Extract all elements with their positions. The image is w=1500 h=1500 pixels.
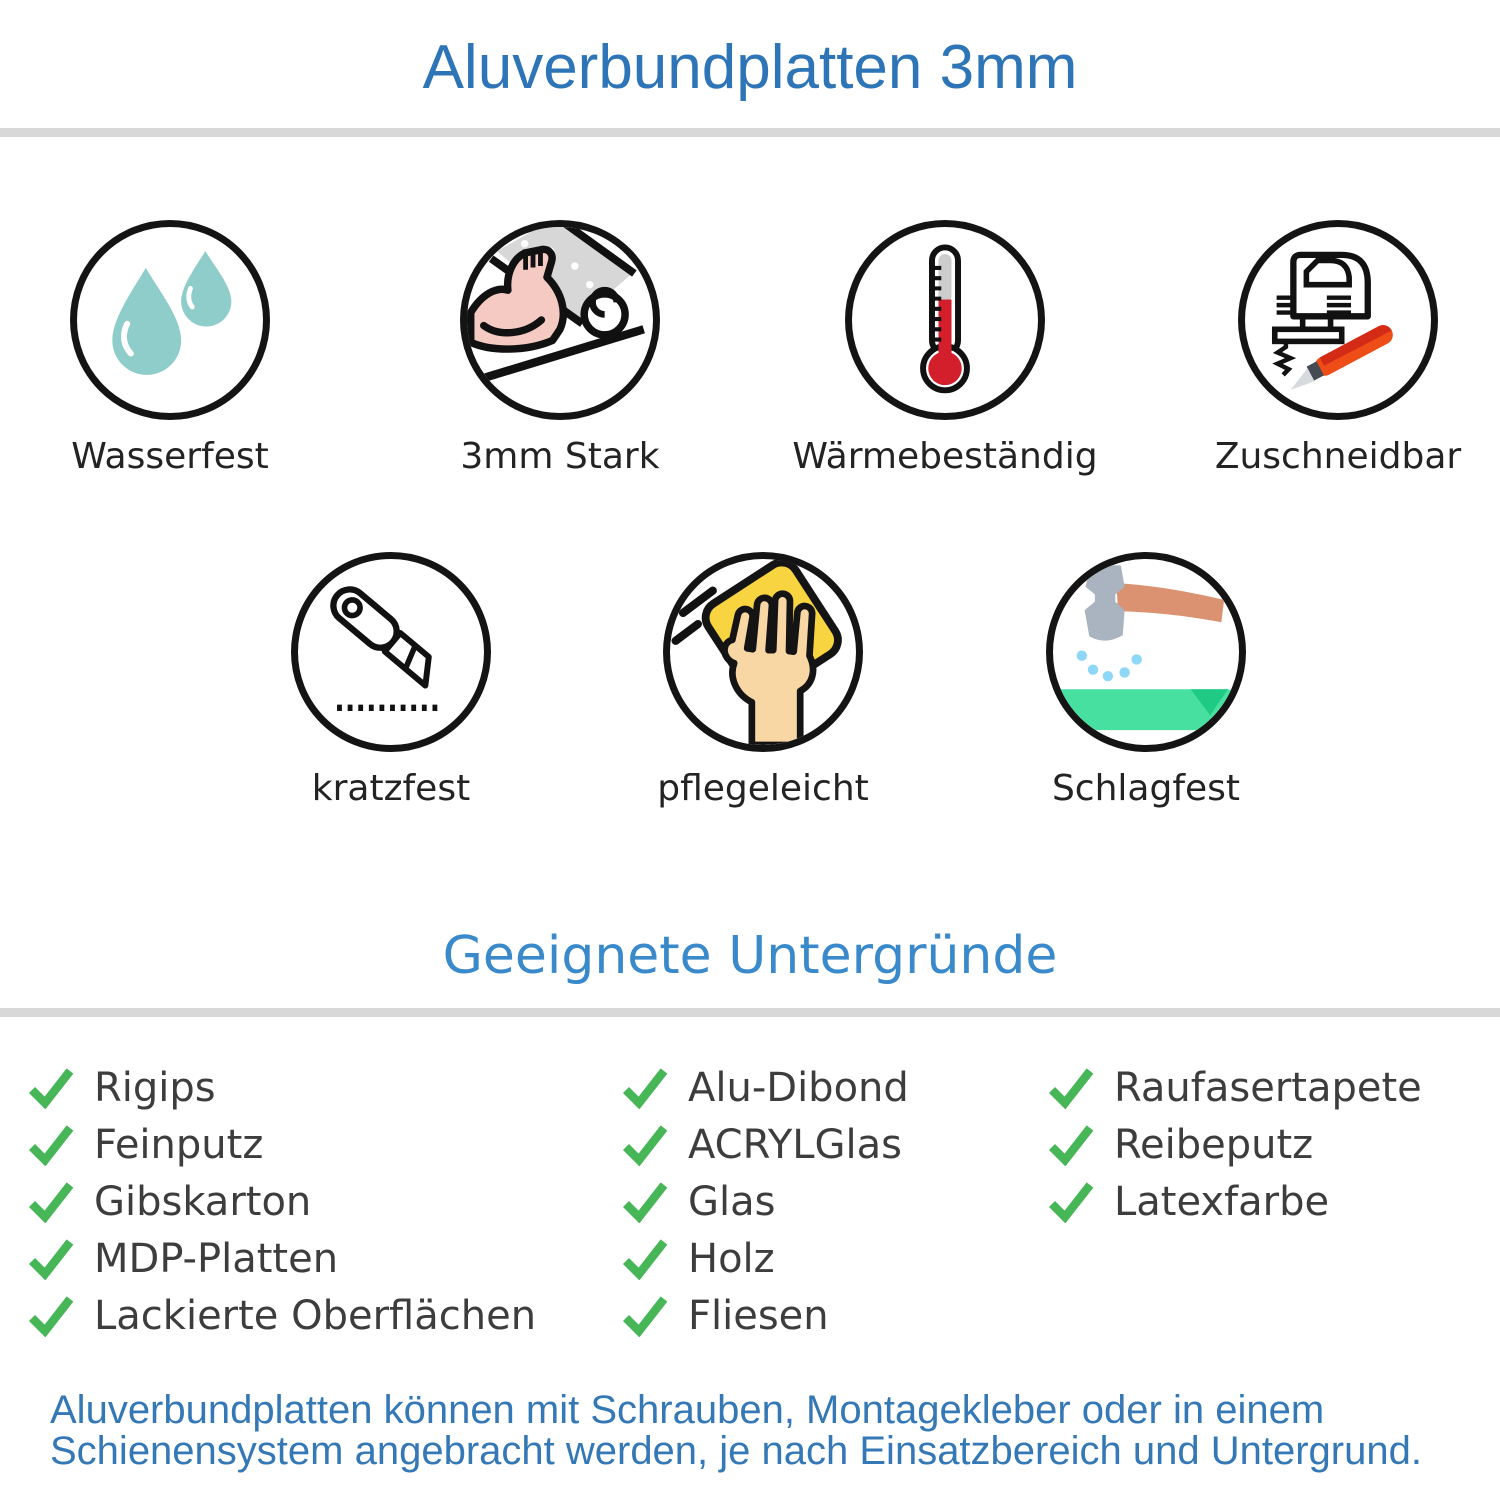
list-item: Rigips [28,1064,216,1112]
feature-pflegeleicht: pflegeleicht [583,552,943,809]
list-item: Glas [622,1178,775,1226]
feature-3mm-stark: 3mm Stark [380,220,740,477]
list-item-label: Latexfarbe [1114,1179,1330,1225]
check-icon [1048,1182,1094,1223]
hammer-impact-icon [1053,564,1232,731]
list-item-label: Rigips [94,1065,216,1111]
list-item: Fliesen [622,1292,829,1340]
list-item: Feinputz [28,1121,263,1169]
list-item: Raufasertapete [1048,1064,1422,1112]
check-icon [1048,1125,1094,1166]
page-title: Aluverbundplatten 3mm [422,33,1078,102]
list-item: ACRYLGlas [622,1121,902,1169]
check-icon [622,1239,668,1280]
feature-label: Zuschneidbar [1214,436,1462,477]
check-icon [28,1068,74,1109]
mounting-note-line2: Schienensystem angebracht werden, je nac… [50,1429,1422,1473]
list-item: Reibeputz [1048,1121,1313,1169]
list-item-label: Fliesen [688,1293,829,1339]
list-item-label: Alu-Dibond [688,1065,909,1111]
feature-wasserfest: Wasserfest [0,220,350,477]
feature-label: Schlagfest [1051,768,1241,809]
list-item-label: ACRYLGlas [688,1122,903,1168]
feature-waermebestaendig: Wärmebeständig [765,220,1125,477]
list-item: Latexfarbe [1048,1178,1329,1226]
feature-label: pflegeleicht [657,768,869,809]
muscle-arm-icon [467,227,645,386]
check-icon [1048,1068,1094,1109]
check-icon [28,1296,74,1337]
list-item-label: MDP-Platten [94,1236,339,1282]
wiping-hand-icon [671,559,842,745]
substrates-heading: Geeignete Untergründe [442,926,1058,986]
list-item: Alu-Dibond [622,1064,909,1112]
thermometer-icon [920,244,970,394]
list-item: Lackierte Oberflächen [28,1292,536,1340]
feature-label: Wasserfest [71,436,269,477]
list-item-label: Lackierte Oberflächen [94,1293,537,1339]
utility-knife-icon [330,586,438,711]
list-item: Gibskarton [28,1178,311,1226]
check-icon [28,1239,74,1280]
list-item-label: Holz [688,1236,775,1282]
feature-label: 3mm Stark [460,436,660,477]
feature-schlagfest: Schlagfest [966,552,1326,809]
list-item-label: Reibeputz [1114,1122,1314,1168]
water-drops-icon [112,251,232,375]
check-icon [622,1182,668,1223]
feature-label: Wärmebeständig [792,436,1098,477]
divider [0,128,1500,137]
check-icon [28,1125,74,1166]
list-item: Holz [622,1235,775,1283]
list-item-label: Raufasertapete [1114,1065,1422,1111]
list-item-label: Feinputz [94,1122,264,1168]
check-icon [28,1182,74,1223]
mounting-note-line1: Aluverbundplatten können mit Schrauben, … [50,1388,1325,1432]
list-item-label: Gibskarton [94,1179,312,1225]
feature-label: kratzfest [311,768,471,809]
check-icon [622,1068,668,1109]
feature-kratzfest: kratzfest [211,552,571,809]
list-item: MDP-Platten [28,1235,338,1283]
jigsaw-cutter-icon [1271,251,1393,390]
feature-zuschneidbar: Zuschneidbar [1158,220,1500,477]
divider [0,1008,1500,1017]
mounting-note: Aluverbundplatten können mit Schrauben, … [50,1390,1490,1472]
check-icon [622,1296,668,1337]
list-item-label: Glas [688,1179,776,1225]
check-icon [622,1125,668,1166]
